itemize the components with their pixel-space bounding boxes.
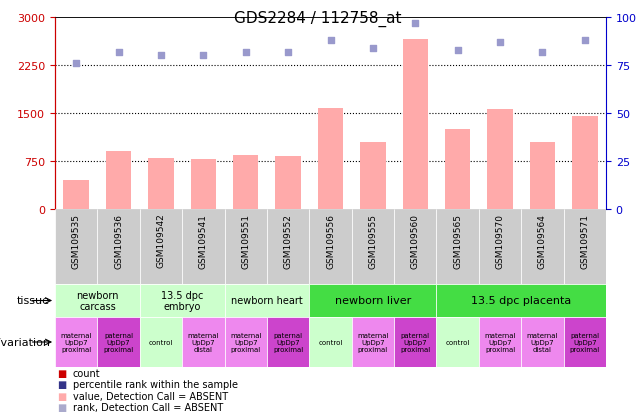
Text: GSM109570: GSM109570 — [495, 213, 504, 268]
Text: GSM109560: GSM109560 — [411, 213, 420, 268]
Text: GSM109535: GSM109535 — [72, 213, 81, 268]
Bar — [233, 155, 258, 209]
Bar — [403, 40, 428, 209]
Text: rank, Detection Call = ABSENT: rank, Detection Call = ABSENT — [73, 402, 223, 412]
Text: GDS2284 / 112758_at: GDS2284 / 112758_at — [234, 10, 402, 26]
Bar — [563, 209, 606, 284]
Bar — [352, 317, 394, 367]
Bar — [445, 130, 471, 209]
Point — [537, 49, 548, 56]
Bar — [352, 209, 394, 284]
Bar — [225, 209, 267, 284]
Bar — [436, 209, 479, 284]
Bar — [140, 284, 225, 317]
Bar — [55, 209, 97, 284]
Text: GSM109536: GSM109536 — [114, 213, 123, 268]
Text: maternal
UpDp7
proximal: maternal UpDp7 proximal — [357, 332, 389, 352]
Text: newborn
carcass: newborn carcass — [76, 290, 119, 311]
Bar — [275, 157, 301, 209]
Text: ■: ■ — [57, 391, 66, 401]
Bar — [479, 317, 522, 367]
Bar — [530, 142, 555, 209]
Text: 13.5 dpc placenta: 13.5 dpc placenta — [471, 296, 571, 306]
Text: genotype/variation: genotype/variation — [0, 337, 50, 347]
Point — [198, 53, 209, 59]
Text: GSM109542: GSM109542 — [156, 213, 165, 268]
Bar — [522, 209, 563, 284]
Text: maternal
UpDp7
distal: maternal UpDp7 distal — [188, 332, 219, 352]
Text: newborn heart: newborn heart — [231, 296, 303, 306]
Bar — [225, 284, 309, 317]
Bar — [487, 109, 513, 209]
Bar — [318, 109, 343, 209]
Text: paternal
UpDp7
proximal: paternal UpDp7 proximal — [400, 332, 431, 352]
Point — [240, 49, 251, 56]
Point — [283, 49, 293, 56]
Text: maternal
UpDp7
proximal: maternal UpDp7 proximal — [60, 332, 92, 352]
Text: GSM109564: GSM109564 — [538, 213, 547, 268]
Bar — [191, 160, 216, 209]
Text: GSM109571: GSM109571 — [580, 213, 590, 268]
Bar — [479, 209, 522, 284]
Bar — [267, 209, 309, 284]
Text: control: control — [445, 339, 470, 345]
Text: GSM109541: GSM109541 — [199, 213, 208, 268]
Text: paternal
UpDp7
proximal: paternal UpDp7 proximal — [570, 332, 600, 352]
Bar — [97, 209, 140, 284]
Text: percentile rank within the sample: percentile rank within the sample — [73, 379, 238, 389]
Bar — [267, 317, 309, 367]
Bar — [309, 317, 352, 367]
Point — [410, 20, 420, 27]
Text: ■: ■ — [57, 368, 66, 378]
Text: GSM109565: GSM109565 — [453, 213, 462, 268]
Bar — [522, 317, 563, 367]
Text: paternal
UpDp7
proximal: paternal UpDp7 proximal — [273, 332, 303, 352]
Point — [326, 38, 336, 44]
Text: GSM109551: GSM109551 — [241, 213, 250, 268]
Bar — [182, 317, 225, 367]
Text: maternal
UpDp7
proximal: maternal UpDp7 proximal — [484, 332, 516, 352]
Bar — [394, 209, 436, 284]
Point — [580, 38, 590, 44]
Point — [156, 53, 166, 59]
Text: value, Detection Call = ABSENT: value, Detection Call = ABSENT — [73, 391, 228, 401]
Bar — [563, 317, 606, 367]
Bar — [140, 209, 182, 284]
Text: count: count — [73, 368, 100, 378]
Text: ■: ■ — [57, 402, 66, 412]
Text: GSM109556: GSM109556 — [326, 213, 335, 268]
Bar — [360, 142, 385, 209]
Bar — [55, 317, 97, 367]
Text: GSM109552: GSM109552 — [284, 213, 293, 268]
Bar — [309, 284, 436, 317]
Bar — [309, 209, 352, 284]
Bar — [182, 209, 225, 284]
Bar — [64, 181, 89, 209]
Text: GSM109555: GSM109555 — [368, 213, 377, 268]
Text: maternal
UpDp7
distal: maternal UpDp7 distal — [527, 332, 558, 352]
Bar — [572, 117, 598, 209]
Point — [71, 61, 81, 67]
Point — [495, 40, 505, 46]
Text: maternal
UpDp7
proximal: maternal UpDp7 proximal — [230, 332, 261, 352]
Bar — [436, 317, 479, 367]
Bar — [140, 317, 182, 367]
Bar — [55, 284, 140, 317]
Text: control: control — [318, 339, 343, 345]
Bar — [394, 317, 436, 367]
Text: control: control — [149, 339, 173, 345]
Bar — [436, 284, 606, 317]
Point — [453, 47, 463, 54]
Text: paternal
UpDp7
proximal: paternal UpDp7 proximal — [104, 332, 134, 352]
Point — [368, 45, 378, 52]
Text: newborn liver: newborn liver — [335, 296, 411, 306]
Bar — [106, 152, 131, 209]
Text: ■: ■ — [57, 379, 66, 389]
Text: tissue: tissue — [17, 296, 50, 306]
Text: 13.5 dpc
embryo: 13.5 dpc embryo — [161, 290, 204, 311]
Bar — [148, 159, 174, 209]
Bar — [225, 317, 267, 367]
Point — [113, 49, 123, 56]
Bar — [97, 317, 140, 367]
